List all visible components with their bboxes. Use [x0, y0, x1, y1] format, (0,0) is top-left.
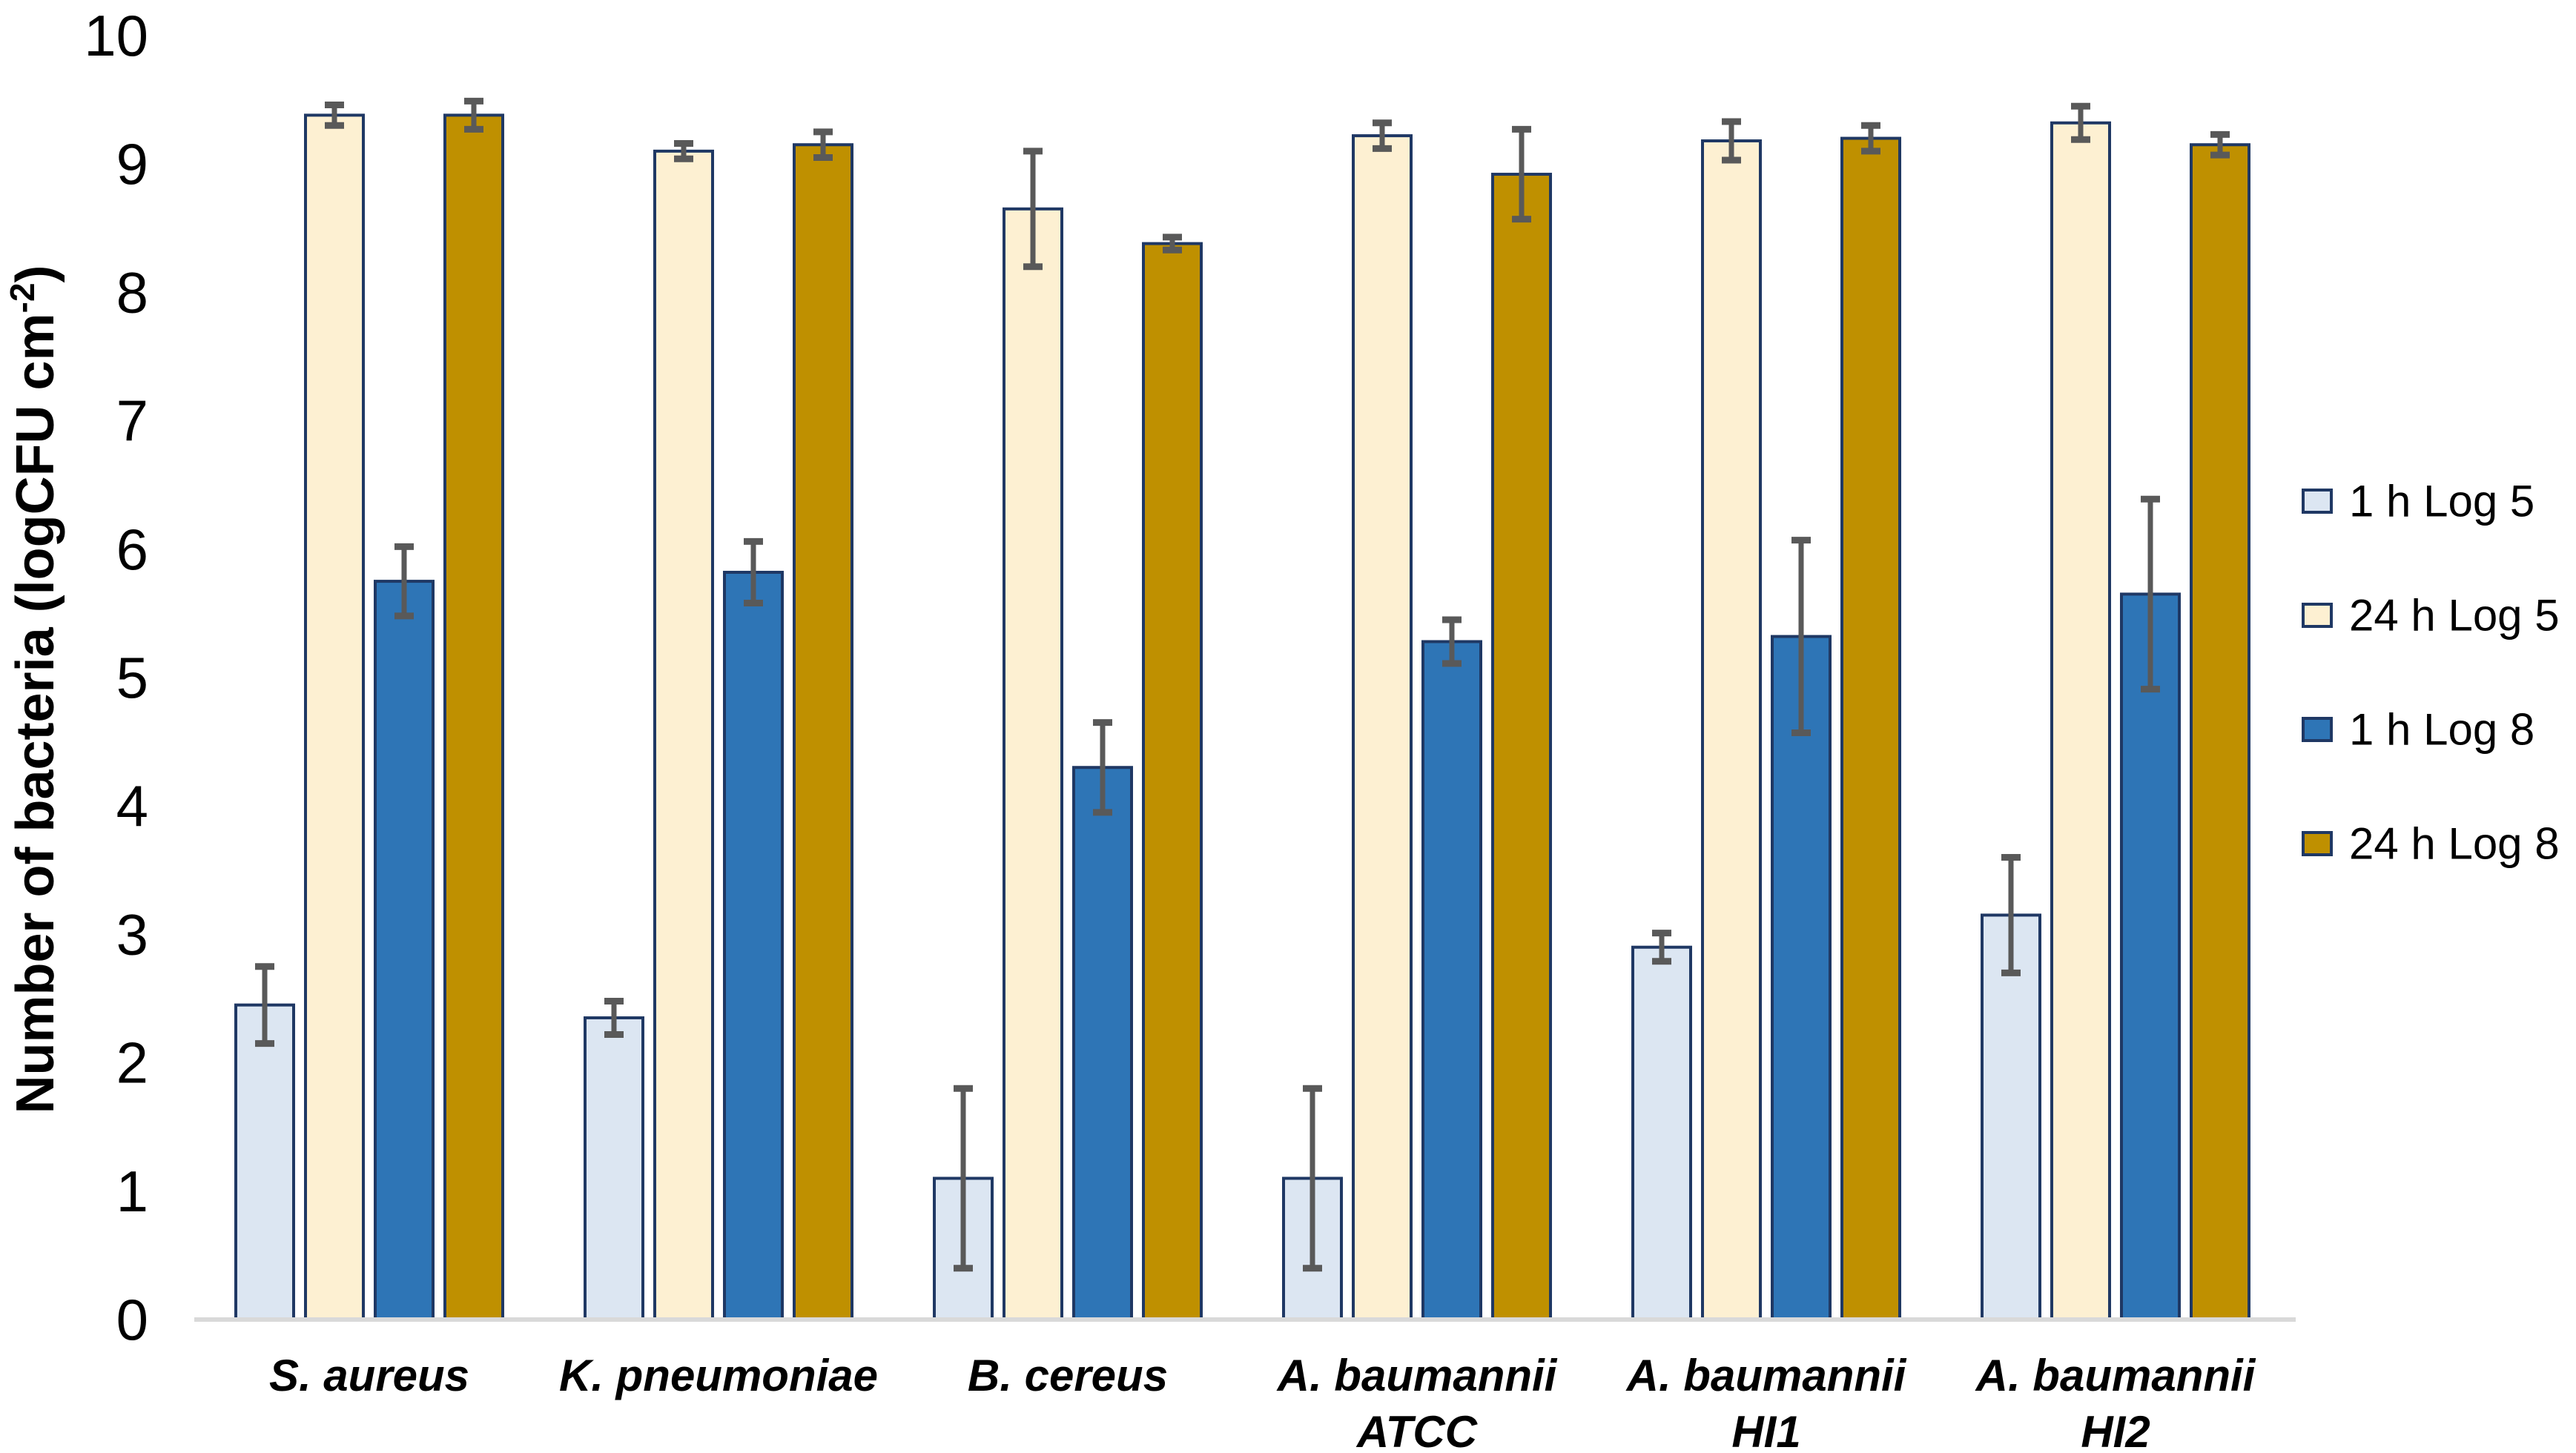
x-category-label: HI2 — [2081, 1407, 2150, 1453]
error-bar — [744, 537, 763, 607]
y-tick-labels: 0 1 2 3 4 5 6 7 8 9 10 — [84, 3, 148, 1352]
legend-entry-24-h-Log-5: 24 h Log 5 — [2302, 591, 2560, 641]
legend-label: 24 h Log 5 — [2349, 591, 2560, 641]
y-tick-label-5: 5 — [116, 645, 148, 710]
error-bar — [1093, 719, 1112, 816]
error-bar — [1512, 125, 1531, 223]
error-bar — [2001, 853, 2021, 976]
x-category-label: A. baumannii — [1975, 1351, 2256, 1400]
error-bar — [674, 139, 693, 162]
y-tick-label-7: 7 — [116, 388, 148, 454]
legend-label: 24 h Log 8 — [2349, 819, 2560, 869]
y-axis-title-text: Number of bacteria (logCFU cm-2) — [3, 265, 65, 1113]
y-tick-label-0: 0 — [116, 1287, 148, 1352]
bar-1-h-Log-8-1 — [723, 570, 784, 1321]
bar-24-h-Log-8-4 — [1840, 136, 1901, 1321]
bar-24-h-Log-8-0 — [443, 113, 504, 1321]
bar-1-h-Log-5-1 — [584, 1016, 644, 1321]
legend: 1 h Log 5 24 h Log 5 1 h Log 8 24 h Log 8 — [2302, 477, 2560, 869]
legend-swatch — [2302, 489, 2333, 514]
legend-swatch — [2302, 603, 2333, 628]
bar-1-h-Log-5-0 — [234, 1003, 295, 1322]
bar-1-h-Log-8-2 — [1072, 766, 1133, 1321]
error-bar — [1861, 122, 1880, 155]
y-tick-label-9: 9 — [116, 131, 148, 196]
bars-layer — [234, 113, 2250, 1322]
error-bar — [604, 997, 624, 1038]
legend-swatch — [2302, 831, 2333, 856]
error-bars-layer — [255, 97, 2230, 1272]
bar-1-h-Log-5-4 — [1631, 945, 1692, 1321]
error-bar — [1722, 118, 1741, 164]
error-bar — [1023, 148, 1043, 271]
x-category-label: A. baumannii — [1625, 1351, 1907, 1400]
legend-swatch — [2302, 717, 2333, 742]
bar-24-h-Log-5-3 — [1352, 134, 1413, 1322]
error-bar — [2210, 130, 2230, 159]
bar-1-h-Log-8-3 — [1421, 640, 1482, 1321]
y-axis-title: Number of bacteria (logCFU cm-2) — [3, 265, 65, 1113]
bar-1-h-Log-8-0 — [374, 580, 435, 1321]
x-category-label: K. pneumoniae — [559, 1351, 878, 1400]
legend-label: 1 h Log 8 — [2349, 705, 2534, 755]
bar-24-h-Log-8-2 — [1142, 242, 1203, 1322]
x-category-label: B. cereus — [968, 1351, 1168, 1400]
bar-1-h-Log-8-4 — [1771, 635, 1832, 1321]
error-bar — [954, 1085, 973, 1272]
x-category-labels: S. aureus K. pneumoniae B. cereus A. bauman… — [269, 1351, 2256, 1453]
bar-24-h-Log-8-5 — [2190, 143, 2250, 1322]
error-bar — [394, 543, 414, 620]
error-bar — [1791, 537, 1811, 736]
y-tick-label-6: 6 — [116, 517, 148, 582]
bar-24-h-Log-5-4 — [1701, 139, 1762, 1321]
x-category-label: S. aureus — [269, 1351, 469, 1400]
bar-24-h-Log-5-1 — [653, 149, 714, 1321]
y-tick-label-4: 4 — [116, 773, 148, 838]
legend-entry-24-h-Log-8: 24 h Log 8 — [2302, 819, 2560, 869]
error-bar — [1373, 119, 1392, 152]
bar-24-h-Log-5-2 — [1003, 207, 1063, 1322]
y-tick-label-8: 8 — [116, 259, 148, 325]
bar-1-h-Log-8-5 — [2120, 592, 2181, 1321]
x-category-label: HI1 — [1731, 1407, 1800, 1453]
error-bar — [2141, 495, 2160, 693]
error-bar — [1652, 930, 1671, 965]
x-category-label: A. baumannii — [1276, 1351, 1558, 1400]
error-bar — [2071, 102, 2090, 143]
bar-24-h-Log-5-0 — [304, 113, 365, 1321]
y-tick-label-2: 2 — [116, 1030, 148, 1096]
error-bar — [1442, 616, 1462, 667]
error-bar — [813, 128, 833, 162]
error-bar — [1303, 1085, 1322, 1272]
error-bar — [464, 97, 483, 133]
legend-entry-1-h-Log-5: 1 h Log 5 — [2302, 477, 2534, 526]
legend-label: 1 h Log 5 — [2349, 477, 2534, 526]
x-category-label: ATCC — [1355, 1407, 1479, 1453]
bar-24-h-Log-5-5 — [2050, 121, 2111, 1321]
y-tick-label-3: 3 — [116, 901, 148, 967]
legend-entry-1-h-Log-8: 1 h Log 8 — [2302, 705, 2534, 755]
error-bar — [1163, 234, 1182, 254]
error-bar — [255, 963, 274, 1047]
y-tick-label-10: 10 — [84, 3, 148, 68]
y-tick-label-1: 1 — [116, 1159, 148, 1224]
error-bar — [325, 102, 344, 129]
bar-24-h-Log-8-3 — [1491, 173, 1552, 1321]
bar-24-h-Log-8-1 — [793, 143, 853, 1322]
